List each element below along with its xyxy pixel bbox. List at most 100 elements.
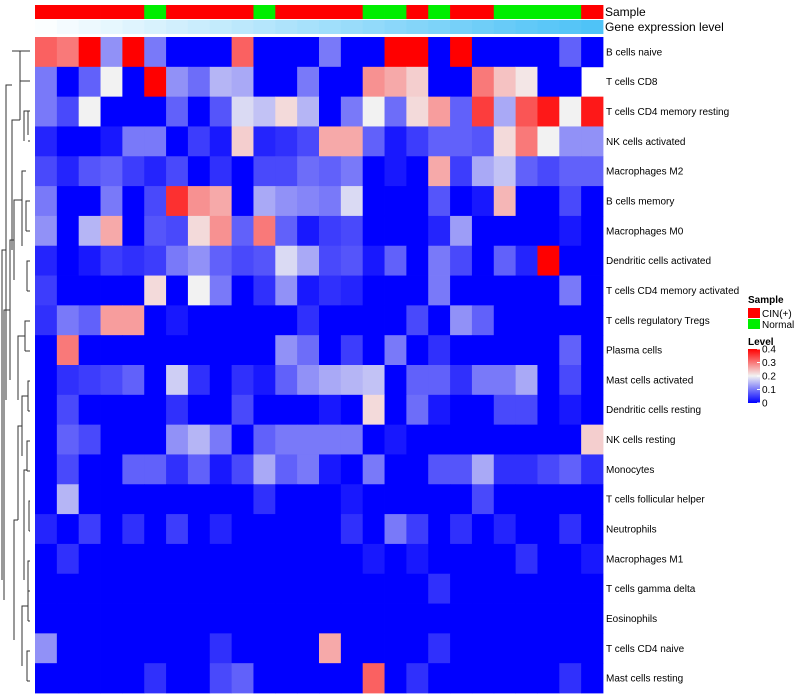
heatmap-cell: [340, 96, 364, 127]
heatmap-cell: [471, 514, 495, 545]
heatmap-cell: [428, 37, 451, 68]
heatmap-cell: [581, 663, 604, 694]
heatmap-cell: [166, 245, 189, 276]
sample-annotation-cell: [319, 5, 342, 19]
sample-annotation-cell: [100, 5, 123, 19]
heatmap-cell: [362, 633, 385, 664]
heatmap-cell: [493, 126, 517, 157]
heatmap-cell: [100, 365, 123, 396]
heatmap-cell: [537, 543, 560, 575]
heatmap-cell: [187, 335, 211, 366]
heatmap-cell: [78, 66, 101, 98]
heatmap-cell: [35, 66, 58, 98]
heatmap-cell: [384, 156, 407, 187]
heatmap-cell: [319, 424, 342, 455]
heatmap-cell: [406, 215, 429, 247]
sample-annotation-cell: [231, 5, 254, 19]
heatmap-cell: [384, 126, 407, 157]
heatmap-cell: [100, 394, 123, 426]
heatmap-cell: [187, 186, 211, 217]
heatmap-cell: [319, 573, 342, 604]
heatmap-cell: [384, 543, 407, 575]
heatmap-cell: [406, 305, 429, 336]
heatmap-cell: [362, 484, 385, 515]
heatmap-cell: [275, 215, 298, 247]
heatmap-cell: [35, 514, 58, 545]
expression-annotation-cell: [35, 20, 58, 34]
row-dendrogram: [1, 50, 30, 682]
heatmap-cell: [319, 543, 342, 575]
heatmap-cell: [559, 454, 582, 485]
annotation-label-expression: Gene expression level: [605, 20, 724, 34]
heatmap-cell: [231, 514, 254, 545]
heatmap-cell: [581, 335, 604, 366]
heatmap-cell: [515, 215, 538, 247]
heatmap-cell: [209, 37, 233, 68]
heatmap-cell: [144, 96, 167, 127]
row-label: NK cells activated: [606, 137, 685, 148]
row-label: Dendritic cells activated: [606, 256, 711, 267]
heatmap-cell: [319, 156, 342, 187]
heatmap-cell: [515, 663, 538, 694]
heatmap-cell: [450, 186, 473, 217]
heatmap-cell: [319, 335, 342, 366]
heatmap-cell: [537, 484, 560, 515]
heatmap-cell: [450, 603, 473, 634]
heatmap-cell: [35, 305, 58, 336]
heatmap-cell: [471, 424, 495, 455]
heatmap-cell: [319, 394, 342, 426]
heatmap-cell: [275, 543, 298, 575]
heatmap-cell: [493, 663, 517, 694]
heatmap-cell: [297, 275, 320, 306]
heatmap-cell: [35, 663, 58, 694]
heatmap-cell: [297, 394, 320, 426]
heatmap-cell: [297, 156, 320, 187]
heatmap-cell: [187, 275, 211, 306]
heatmap-cell: [122, 454, 145, 485]
row-label: Macrophages M1: [606, 554, 684, 565]
heatmap-cell: [209, 543, 233, 575]
heatmap-cell: [187, 245, 211, 276]
heatmap-cell: [35, 275, 58, 306]
sample-annotation-cell: [362, 5, 385, 19]
sample-annotation-cell: [122, 5, 145, 19]
sample-annotation-cell: [471, 5, 495, 19]
heatmap-cell: [559, 66, 582, 98]
heatmap-cell: [362, 514, 385, 545]
heatmap-cell: [253, 603, 276, 634]
row-label: T cells gamma delta: [606, 584, 696, 595]
heatmap-cell: [537, 305, 560, 336]
heatmap-cell: [384, 573, 407, 604]
heatmap-cell: [144, 215, 167, 247]
heatmap-cell: [537, 335, 560, 366]
heatmap-cell: [515, 37, 538, 68]
heatmap-cell: [275, 186, 298, 217]
sample-annotation-cell: [144, 5, 167, 19]
heatmap-cell: [122, 424, 145, 455]
expression-annotation-cell: [362, 20, 385, 34]
heatmap-cell: [144, 156, 167, 187]
heatmap-cell: [231, 454, 254, 485]
heatmap-cell: [35, 126, 58, 157]
heatmap-cell: [428, 394, 451, 426]
heatmap-cell: [515, 424, 538, 455]
row-label: T cells follicular helper: [606, 495, 705, 506]
sample-annotation-cell: [406, 5, 429, 19]
heatmap-cell: [209, 335, 233, 366]
heatmap-cell: [56, 663, 80, 694]
sample-legend-title: Sample: [748, 295, 784, 306]
heatmap-cell: [493, 37, 517, 68]
heatmap-cell: [319, 215, 342, 247]
heatmap-cell: [231, 543, 254, 575]
heatmap-cell: [493, 96, 517, 127]
sample-annotation-cell: [515, 5, 538, 19]
heatmap-cell: [275, 365, 298, 396]
heatmap-cell: [56, 156, 80, 187]
heatmap-cell: [253, 484, 276, 515]
heatmap-cell: [515, 603, 538, 634]
heatmap-cell: [384, 365, 407, 396]
row-label: Dendritic cells resting: [606, 405, 701, 416]
heatmap-cell: [297, 543, 320, 575]
heatmap-cell: [428, 454, 451, 485]
heatmap-cell: [187, 603, 211, 634]
